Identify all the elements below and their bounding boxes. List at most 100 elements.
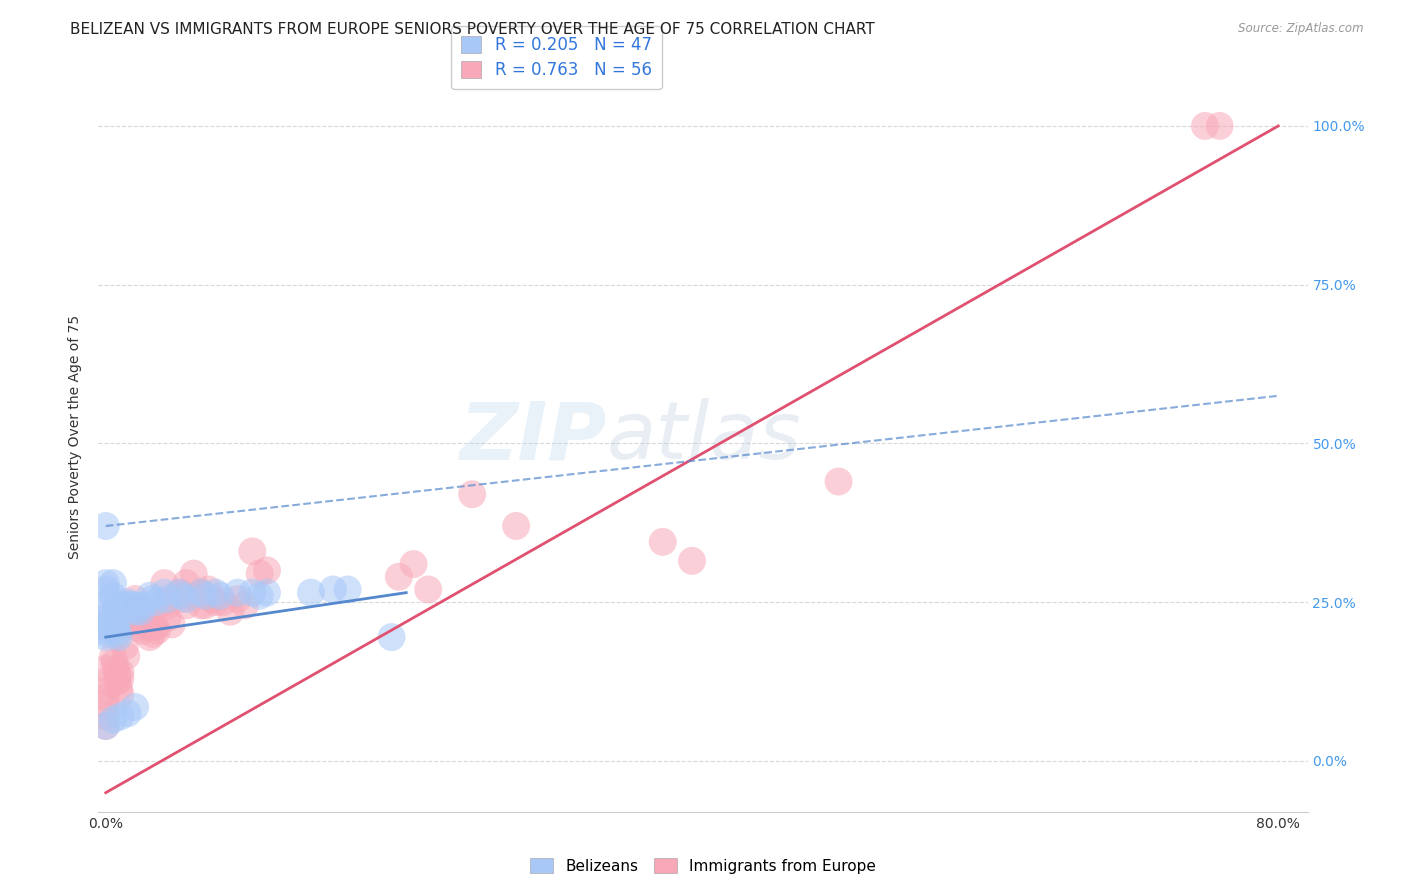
Point bbox=[209, 589, 232, 603]
Point bbox=[107, 674, 129, 689]
Point bbox=[256, 585, 278, 599]
Point bbox=[194, 599, 217, 613]
Point bbox=[94, 576, 117, 591]
Point bbox=[101, 589, 124, 603]
Point bbox=[127, 621, 149, 635]
Point bbox=[115, 605, 138, 619]
Point bbox=[124, 592, 146, 607]
Point bbox=[114, 601, 136, 615]
Point bbox=[219, 605, 242, 619]
Point bbox=[107, 668, 129, 682]
Point bbox=[94, 582, 117, 597]
Point bbox=[176, 576, 198, 591]
Point bbox=[226, 592, 249, 607]
Point bbox=[94, 719, 117, 733]
Point bbox=[240, 544, 263, 558]
Point bbox=[153, 576, 176, 591]
Point bbox=[110, 687, 132, 701]
Point bbox=[94, 611, 117, 625]
Point bbox=[94, 617, 117, 632]
Point bbox=[138, 621, 160, 635]
Point bbox=[156, 611, 179, 625]
Point bbox=[505, 519, 527, 533]
Point bbox=[380, 630, 402, 644]
Text: ZIP: ZIP bbox=[458, 398, 606, 476]
Point bbox=[145, 595, 167, 609]
Point bbox=[105, 621, 128, 635]
Point bbox=[336, 582, 359, 597]
Point bbox=[121, 599, 143, 613]
Point bbox=[138, 630, 160, 644]
Point bbox=[212, 595, 235, 609]
Point bbox=[131, 599, 153, 613]
Point bbox=[827, 475, 849, 489]
Point bbox=[94, 630, 117, 644]
Point bbox=[117, 599, 139, 613]
Point bbox=[190, 599, 212, 613]
Point bbox=[146, 624, 169, 638]
Point bbox=[94, 690, 117, 705]
Point bbox=[142, 617, 165, 632]
Point bbox=[101, 649, 124, 664]
Point bbox=[105, 599, 128, 613]
Point bbox=[103, 656, 125, 670]
Point bbox=[167, 585, 190, 599]
Point bbox=[101, 713, 124, 727]
Point bbox=[461, 487, 484, 501]
Point bbox=[1194, 119, 1216, 133]
Point bbox=[190, 585, 212, 599]
Point bbox=[1208, 119, 1230, 133]
Point bbox=[249, 566, 271, 581]
Point bbox=[153, 595, 176, 609]
Point bbox=[170, 589, 193, 603]
Point bbox=[651, 534, 673, 549]
Point bbox=[233, 599, 256, 613]
Point bbox=[418, 582, 440, 597]
Point bbox=[107, 624, 129, 638]
Point bbox=[94, 519, 117, 533]
Point bbox=[108, 681, 131, 695]
Point bbox=[94, 674, 117, 689]
Point bbox=[131, 611, 153, 625]
Text: atlas: atlas bbox=[606, 398, 801, 476]
Point bbox=[105, 605, 128, 619]
Point bbox=[681, 554, 703, 568]
Text: BELIZEAN VS IMMIGRANTS FROM EUROPE SENIORS POVERTY OVER THE AGE OF 75 CORRELATIO: BELIZEAN VS IMMIGRANTS FROM EUROPE SENIO… bbox=[70, 22, 875, 37]
Point bbox=[142, 627, 165, 641]
Point bbox=[124, 605, 146, 619]
Point bbox=[114, 640, 136, 654]
Point bbox=[110, 665, 132, 679]
Point bbox=[107, 627, 129, 641]
Point bbox=[131, 624, 153, 638]
Point bbox=[156, 592, 179, 607]
Point bbox=[117, 706, 139, 721]
Point bbox=[110, 672, 132, 686]
Point bbox=[108, 630, 131, 644]
Point bbox=[94, 719, 117, 733]
Point bbox=[110, 605, 132, 619]
Point bbox=[124, 599, 146, 613]
Point bbox=[160, 617, 183, 632]
Point bbox=[170, 592, 193, 607]
Point bbox=[127, 601, 149, 615]
Point bbox=[94, 697, 117, 711]
Point bbox=[94, 621, 117, 635]
Y-axis label: Seniors Poverty Over the Age of 75: Seniors Poverty Over the Age of 75 bbox=[69, 315, 83, 559]
Point bbox=[118, 599, 141, 613]
Point bbox=[402, 557, 425, 571]
Point bbox=[118, 617, 141, 632]
Point bbox=[256, 563, 278, 577]
Point bbox=[117, 595, 139, 609]
Point bbox=[110, 709, 132, 723]
Point bbox=[94, 607, 117, 622]
Point bbox=[190, 585, 212, 599]
Point bbox=[124, 605, 146, 619]
Point bbox=[112, 599, 135, 613]
Point bbox=[112, 614, 135, 628]
Point bbox=[145, 621, 167, 635]
Point bbox=[153, 585, 176, 599]
Point bbox=[127, 601, 149, 615]
Point bbox=[138, 589, 160, 603]
Point bbox=[142, 592, 165, 607]
Point bbox=[299, 585, 322, 599]
